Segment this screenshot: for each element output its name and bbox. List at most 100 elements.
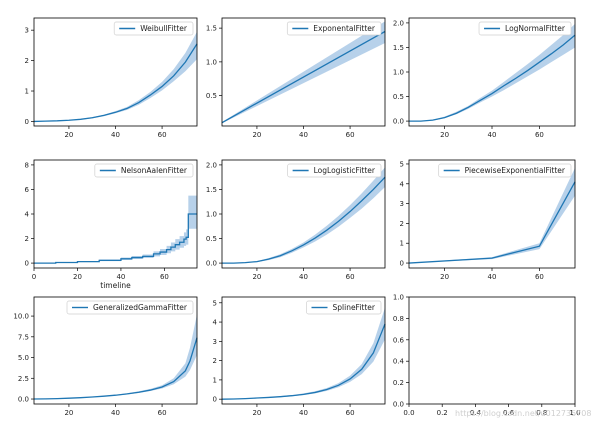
y-tick-label: 4 (400, 180, 405, 188)
exponential-fitter-panel: 20 40 60 0.5 1.0 1.5 ExponentalFitter (206, 17, 386, 139)
legend-box (306, 300, 382, 315)
y-tick-label: 1 (400, 240, 404, 248)
y-tick-label: 1 (213, 376, 217, 384)
legend-label: WeibullFitter (140, 24, 188, 33)
x-tick-label: 20 (252, 409, 261, 417)
legend-label: GeneralizedGammaFitter (93, 303, 188, 312)
x-tick-label: 20 (64, 131, 73, 139)
x-tick-label: 1.0 (569, 409, 580, 417)
series-line (408, 181, 576, 264)
series-line (221, 323, 386, 400)
y-tick-label: 0.8 (393, 315, 404, 323)
legend-label: NelsonAalenFitter (121, 166, 188, 175)
y-tick-label: 4 (213, 319, 218, 327)
series-line (409, 34, 576, 122)
confidence-band (34, 195, 197, 264)
legend-box (286, 21, 382, 36)
y-tick-label: 5 (213, 299, 217, 307)
log-logistic-fitter-panel: 20 40 60 0.0 0.5 1.0 1.5 2.0 LogLogisticFitter (206, 159, 386, 281)
legend-box (287, 163, 382, 178)
x-tick-label: 40 (299, 131, 308, 139)
y-tick-label: 6 (25, 186, 30, 194)
y-tick-label: 1.0 (206, 211, 217, 219)
x-tick-label: 0.8 (536, 409, 547, 417)
x-tick-label: 40 (299, 409, 308, 417)
confidence-band (409, 167, 575, 264)
y-tick-label: 3 (213, 338, 217, 346)
y-tick-label: 1.5 (393, 44, 404, 52)
y-tick-label: 0 (400, 260, 404, 268)
y-tick-label: 2.5 (18, 375, 29, 383)
confidence-band (409, 23, 575, 122)
x-tick-label: 20 (64, 409, 73, 417)
y-tick-label: 0.0 (206, 260, 217, 268)
x-tick-label: 40 (111, 131, 120, 139)
y-tick-label: 0.5 (393, 93, 404, 101)
x-tick-label: 20 (252, 131, 261, 139)
y-tick-label: 0.2 (393, 379, 404, 387)
x-tick-label: 0.4 (470, 409, 482, 417)
x-tick-label: 60 (158, 409, 167, 417)
x-tick-label: 20 (440, 273, 449, 281)
y-tick-label: 2 (213, 357, 217, 365)
empty-axes-panel: 0.0 0.2 0.4 0.6 0.8 1.0 0.0 0.2 0.4 0.6 0.8 1.0 (393, 294, 581, 418)
confidence-band (222, 167, 385, 264)
x-tick-label: 0.0 (403, 409, 414, 417)
legend: PiecewiseExponentialFitter (438, 163, 572, 178)
legend: ExponentalFitter (286, 21, 382, 36)
legend-label: SplineFitter (333, 303, 376, 312)
series-line (222, 176, 386, 264)
x-tick-label: 60 (346, 131, 355, 139)
legend-label: ExponentalFitter (313, 24, 376, 33)
y-tick-label: 5 (400, 160, 404, 168)
legend: LogNormalFitter (478, 21, 572, 36)
x-tick-label: 60 (160, 273, 169, 281)
x-tick-label: 0 (32, 273, 36, 281)
x-tick-label: 60 (346, 273, 355, 281)
axes-frame (408, 296, 576, 405)
y-tick-label: 1.0 (393, 69, 404, 77)
weibull-fitter-panel: 20 40 60 0 1 2 3 WeibullFitter (25, 17, 198, 139)
y-tick-label: 8 (25, 161, 29, 169)
x-tick-label: 40 (488, 131, 497, 139)
watermark: https://blog.csdn.net/u012735708 (455, 409, 591, 418)
x-tick-label: 60 (158, 131, 167, 139)
x-tick-label: 60 (346, 409, 355, 417)
legend-box (478, 21, 572, 36)
x-tick-label: 20 (73, 273, 82, 281)
y-tick-label: 0 (25, 260, 29, 268)
y-tick-label: 5.0 (18, 354, 29, 362)
x-tick-label: 20 (252, 273, 261, 281)
y-tick-label: 0.5 (206, 92, 217, 100)
legend-box (66, 300, 194, 315)
y-tick-label: 0.5 (206, 235, 217, 243)
x-tick-label: 40 (111, 409, 120, 417)
x-axis-label: timeline (100, 281, 131, 290)
confidence-band (222, 21, 385, 124)
y-tick-label: 7.5 (18, 333, 29, 341)
y-tick-label: 0.6 (393, 336, 405, 344)
series-line (33, 43, 198, 123)
y-tick-label: 0.4 (393, 358, 405, 366)
y-tick-label: 1 (25, 88, 29, 96)
series-line (33, 337, 198, 400)
legend-box (438, 163, 572, 178)
y-tick-label: 1.5 (206, 186, 217, 194)
y-tick-label: 2 (25, 235, 29, 243)
y-tick-label: 3 (400, 200, 404, 208)
y-tick-label: 0.0 (393, 401, 404, 409)
x-tick-label: 40 (116, 273, 125, 281)
legend-box (94, 163, 194, 178)
y-tick-label: 1.5 (206, 25, 217, 33)
legend-box (113, 21, 194, 36)
x-tick-label: 0.6 (503, 409, 515, 417)
legend: GeneralizedGammaFitter (66, 300, 194, 315)
y-tick-label: 2 (400, 220, 404, 228)
y-tick-label: 0.0 (393, 118, 404, 126)
confidence-band (222, 307, 385, 400)
series-line (221, 30, 386, 124)
nelson-aalen-fitter-panel: 0 20 40 60 0 2 4 6 8 timeline NelsonAalenFitter (25, 159, 198, 290)
confidence-band (34, 314, 197, 400)
x-tick-label: 0.2 (437, 409, 448, 417)
